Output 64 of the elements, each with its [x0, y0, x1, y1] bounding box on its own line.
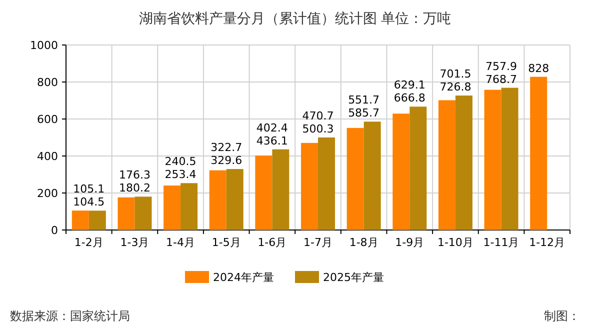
bar [364, 122, 381, 230]
data-label: 666.8 [394, 92, 426, 105]
bar [272, 149, 290, 230]
y-tick-label: 1000 [30, 39, 58, 52]
data-label: 240.5 [164, 155, 196, 168]
bar [318, 137, 335, 230]
data-label: 402.4 [256, 121, 288, 134]
data-label: 500.3 [302, 122, 334, 136]
data-label: 470.7 [302, 109, 334, 122]
data-label: 436.1 [256, 134, 288, 148]
data-label: 585.7 [348, 106, 380, 120]
data-label: 551.7 [348, 94, 380, 107]
bar [134, 196, 152, 230]
data-label: 828 [528, 62, 550, 75]
data-label: 176.3 [118, 168, 150, 182]
bar [88, 210, 106, 230]
text: 制图： [544, 309, 580, 323]
source-note: 数据来源：国家统计局 [10, 309, 130, 323]
y-tick-label: 800 [37, 76, 58, 89]
data-label: 768.7 [486, 72, 518, 86]
data-label: 180.2 [118, 182, 150, 195]
bar [438, 100, 456, 230]
y-tick-label: 600 [37, 113, 58, 126]
data-label: 701.5 [440, 68, 472, 81]
bar [118, 197, 135, 230]
bar [72, 210, 89, 230]
data-label: 329.6 [210, 154, 242, 168]
data-label: 757.9 [486, 60, 518, 73]
x-tick-label: 1-10月 [437, 236, 474, 249]
x-tick-label: 1-4月 [166, 236, 196, 249]
x-tick-label: 1-5月 [212, 236, 241, 249]
bar [255, 156, 272, 230]
y-tick-label: 200 [37, 187, 58, 200]
bar [455, 96, 472, 230]
x-tick-label: 1-8月 [349, 236, 378, 249]
x-tick-label: 1-9月 [395, 236, 424, 249]
y-tick-label: 400 [37, 150, 58, 163]
x-tick-label: 1-7月 [304, 236, 332, 249]
bar [530, 76, 548, 230]
x-tick-label: 1-3月 [120, 236, 150, 249]
bar [226, 169, 244, 230]
bar [484, 90, 502, 230]
bar [392, 114, 410, 230]
bar [501, 88, 518, 230]
data-label: 726.8 [440, 80, 472, 94]
data-label: 629.1 [394, 78, 426, 92]
bar [410, 106, 427, 230]
x-tick-label: 1-11月 [483, 236, 520, 249]
legend-label: 2024年产量 [213, 271, 274, 284]
bar [164, 186, 181, 230]
bar [180, 183, 198, 230]
data-label: 105.1 [73, 182, 105, 196]
data-label: 253.4 [164, 168, 196, 182]
y-tick-label: 0 [51, 224, 58, 237]
bar [346, 128, 364, 230]
bar [209, 170, 226, 230]
data-label: 322.7 [210, 141, 242, 154]
x-tick-label: 1-6月 [258, 236, 287, 249]
data-label: 104.5 [73, 196, 105, 209]
x-tick-label: 1-2月 [74, 236, 104, 249]
x-tick-label: 1-12月 [529, 236, 566, 249]
legend-label: 2025年产量 [323, 271, 384, 284]
chart-title: 湖南省饮料产量分月（累计值）统计图 单位：万吨 [138, 11, 452, 27]
bar [301, 142, 318, 230]
